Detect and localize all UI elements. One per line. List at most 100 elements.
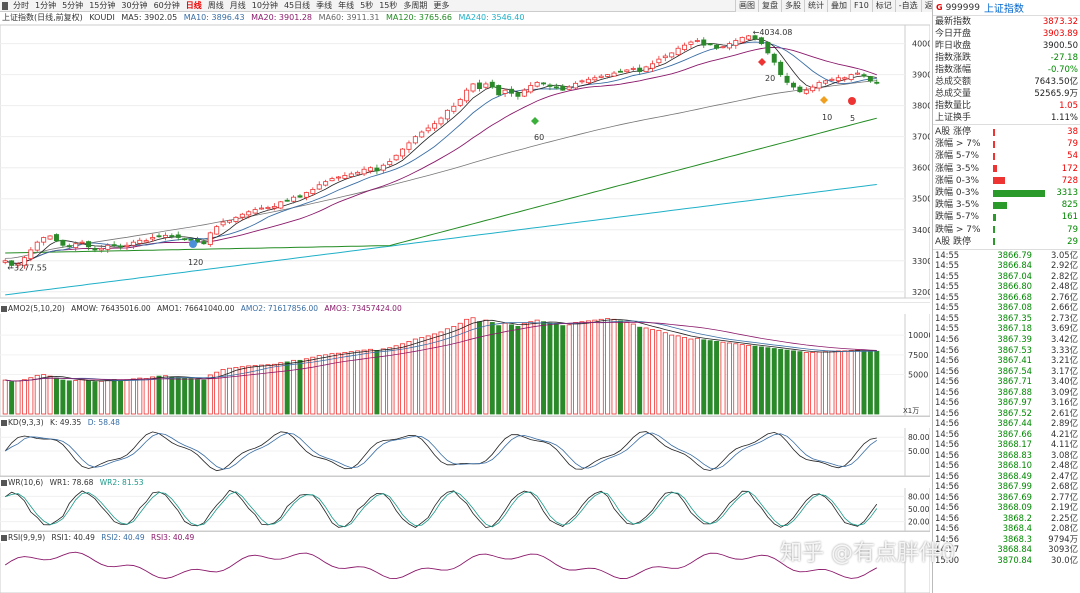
tick-row[interactable]: 14:56 3868.09 2.19亿 — [933, 502, 1080, 513]
tick-price: 3867.97 — [997, 397, 1032, 408]
tick-row[interactable]: 14:55 3866.68 2.76亿 — [933, 292, 1080, 303]
kd-name[interactable]: KD(9,3,3) — [8, 418, 44, 427]
tick-row[interactable]: 14:55 3866.80 2.48亿 — [933, 281, 1080, 292]
timeframe-12[interactable]: 年线 — [338, 0, 355, 10]
tick-row[interactable]: 14:55 3867.35 2.73亿 — [933, 313, 1080, 324]
timeframe-1[interactable]: 1分钟 — [35, 0, 57, 10]
timeframe-14[interactable]: 15秒 — [379, 0, 398, 10]
candle-body — [579, 80, 585, 83]
timeframe-13[interactable]: 5秒 — [360, 0, 374, 10]
tick-row[interactable]: 14:56 3867.88 3.09亿 — [933, 387, 1080, 398]
tick-row[interactable]: 14:55 3867.18 3.69亿 — [933, 323, 1080, 334]
candle-body — [816, 81, 822, 89]
indicator-name[interactable]: KOUDI — [89, 13, 115, 22]
tick-row[interactable]: 14:56 3867.69 2.77亿 — [933, 492, 1080, 503]
amo-bar — [239, 366, 245, 415]
breadth-bar — [993, 201, 1007, 209]
timeframe-11[interactable]: 季线 — [316, 0, 333, 10]
toolbar-button-2[interactable]: 多股 — [781, 0, 804, 12]
amo-bar — [566, 324, 572, 415]
timeframe-10[interactable]: 45日线 — [283, 0, 311, 10]
rsi-name[interactable]: RSI(9,9,9) — [8, 533, 46, 542]
amo-name[interactable]: AMO2(5,10,20) — [8, 304, 65, 313]
amo-bar — [246, 365, 252, 415]
amo-bar — [823, 351, 829, 415]
candle-body — [368, 167, 373, 172]
candle-body — [656, 58, 662, 64]
amo-bar — [624, 322, 630, 415]
candle-body — [297, 195, 303, 198]
timeframe-7[interactable]: 周线 — [207, 0, 224, 10]
stat-label: 上证换手 — [935, 113, 972, 123]
tick-row[interactable]: 14:56 3867.54 3.17亿 — [933, 366, 1080, 377]
tick-row[interactable]: 14:56 3868.17 4.11亿 — [933, 439, 1080, 450]
candle-body — [105, 244, 111, 250]
wr-name[interactable]: WR(10,6) — [8, 478, 44, 487]
breadth-value: 161 — [1061, 212, 1078, 223]
stat-value: 1.05 — [1059, 101, 1078, 111]
toolbar-button-3[interactable]: 统计 — [804, 0, 827, 12]
tick-row[interactable]: 14:56 3867.99 2.68亿 — [933, 481, 1080, 492]
amo-bar — [784, 349, 790, 415]
marker-20-icon — [758, 58, 766, 66]
timeframe-6[interactable]: 日线 — [185, 0, 202, 10]
tick-row[interactable]: 14:56 3867.41 3.21亿 — [933, 355, 1080, 366]
toolbar-button-0[interactable]: 画图 — [735, 0, 758, 12]
timeframe-16[interactable]: 更多 — [433, 0, 450, 10]
tick-price: 3867.04 — [997, 270, 1032, 281]
stock-name[interactable]: 上证指数 — [983, 4, 1024, 15]
tick-row[interactable]: 14:56 3868.4 2.08亿 — [933, 523, 1080, 534]
timeframe-15[interactable]: 多周期 — [403, 0, 428, 10]
tick-row[interactable]: 14:55 3867.04 2.82亿 — [933, 271, 1080, 282]
timeframe-0[interactable]: 分时 — [13, 0, 29, 10]
chart-canvas[interactable]: 4000 3900 3800 3700 3600 3500 3400 3300 3200 ←403… — [0, 0, 930, 593]
timeframe-8[interactable]: 月线 — [229, 0, 246, 10]
candle-body — [156, 235, 162, 238]
tick-row[interactable]: 14:56 3867.39 3.42亿 — [933, 334, 1080, 345]
toolbar-button-5[interactable]: F10 — [850, 0, 872, 12]
timeframe-3[interactable]: 15分钟 — [89, 0, 116, 10]
tick-row[interactable]: 14:56 3867.71 3.40亿 — [933, 376, 1080, 387]
toolbar-button-6[interactable]: 标记 — [871, 0, 895, 12]
tick-row[interactable]: 14:56 3867.52 2.61亿 — [933, 408, 1080, 419]
timeframe-5[interactable]: 60分钟 — [153, 0, 180, 10]
timeframe-2[interactable]: 5分钟 — [62, 0, 84, 10]
stat-label: 今日开盘 — [935, 29, 972, 39]
tick-row[interactable]: 14:56 3867.53 3.33亿 — [933, 345, 1080, 356]
tick-row[interactable]: 14:56 3868.83 3.08亿 — [933, 450, 1080, 461]
amo-bar — [259, 364, 265, 415]
amo-bar — [182, 377, 188, 415]
candle-body — [464, 89, 470, 102]
amo-bar — [598, 318, 604, 415]
candle-body — [34, 241, 40, 251]
tick-list[interactable]: 14:55 3866.79 3.05亿 14:55 3866.84 2.92亿 14:55 3… — [933, 250, 1080, 565]
tick-row[interactable]: 14:56 3867.44 2.89亿 — [933, 418, 1080, 429]
tick-row[interactable]: 14:56 3868.2 2.25亿 — [933, 513, 1080, 524]
tick-row[interactable]: 14:56 3867.97 3.16亿 — [933, 397, 1080, 408]
amo-bar — [746, 344, 752, 415]
toolbar-button-4[interactable]: 叠加 — [827, 0, 850, 12]
toolbar-button-7[interactable]: -自选 — [894, 0, 921, 12]
menu-square-icon[interactable] — [2, 1, 8, 10]
tick-row[interactable]: 14:55 3866.79 3.05亿 — [933, 250, 1080, 261]
toolbar-button-1[interactable]: 复盘 — [758, 0, 781, 12]
candle-body — [470, 83, 476, 92]
tick-row[interactable]: 14:56 3867.66 4.21亿 — [933, 429, 1080, 440]
tick-row[interactable]: 14:57 3868.84 3093亿 — [933, 544, 1080, 555]
amo-bar — [342, 352, 348, 415]
amo-unit-label: X1万 — [903, 407, 919, 415]
timeframe-4[interactable]: 30分钟 — [121, 0, 148, 10]
tick-row[interactable]: 14:56 3868.3 9794万 — [933, 534, 1080, 545]
candle-body — [380, 164, 386, 171]
timeframe-9[interactable]: 10分钟 — [251, 0, 278, 10]
tick-row[interactable]: 14:56 3868.10 2.48亿 — [933, 460, 1080, 471]
amo-bar — [816, 351, 822, 415]
tick-amount: 2.48亿 — [1050, 460, 1078, 471]
tick-row[interactable]: 14:55 3867.08 2.66亿 — [933, 302, 1080, 313]
tick-row[interactable]: 15:00 3870.84 30.0亿 — [933, 555, 1080, 566]
tick-row[interactable]: 14:56 3868.49 2.47亿 — [933, 471, 1080, 482]
tick-row[interactable]: 14:55 3866.84 2.92亿 — [933, 260, 1080, 271]
candle-body — [124, 244, 130, 247]
amo-bar — [656, 329, 662, 415]
candle-body — [829, 78, 835, 81]
